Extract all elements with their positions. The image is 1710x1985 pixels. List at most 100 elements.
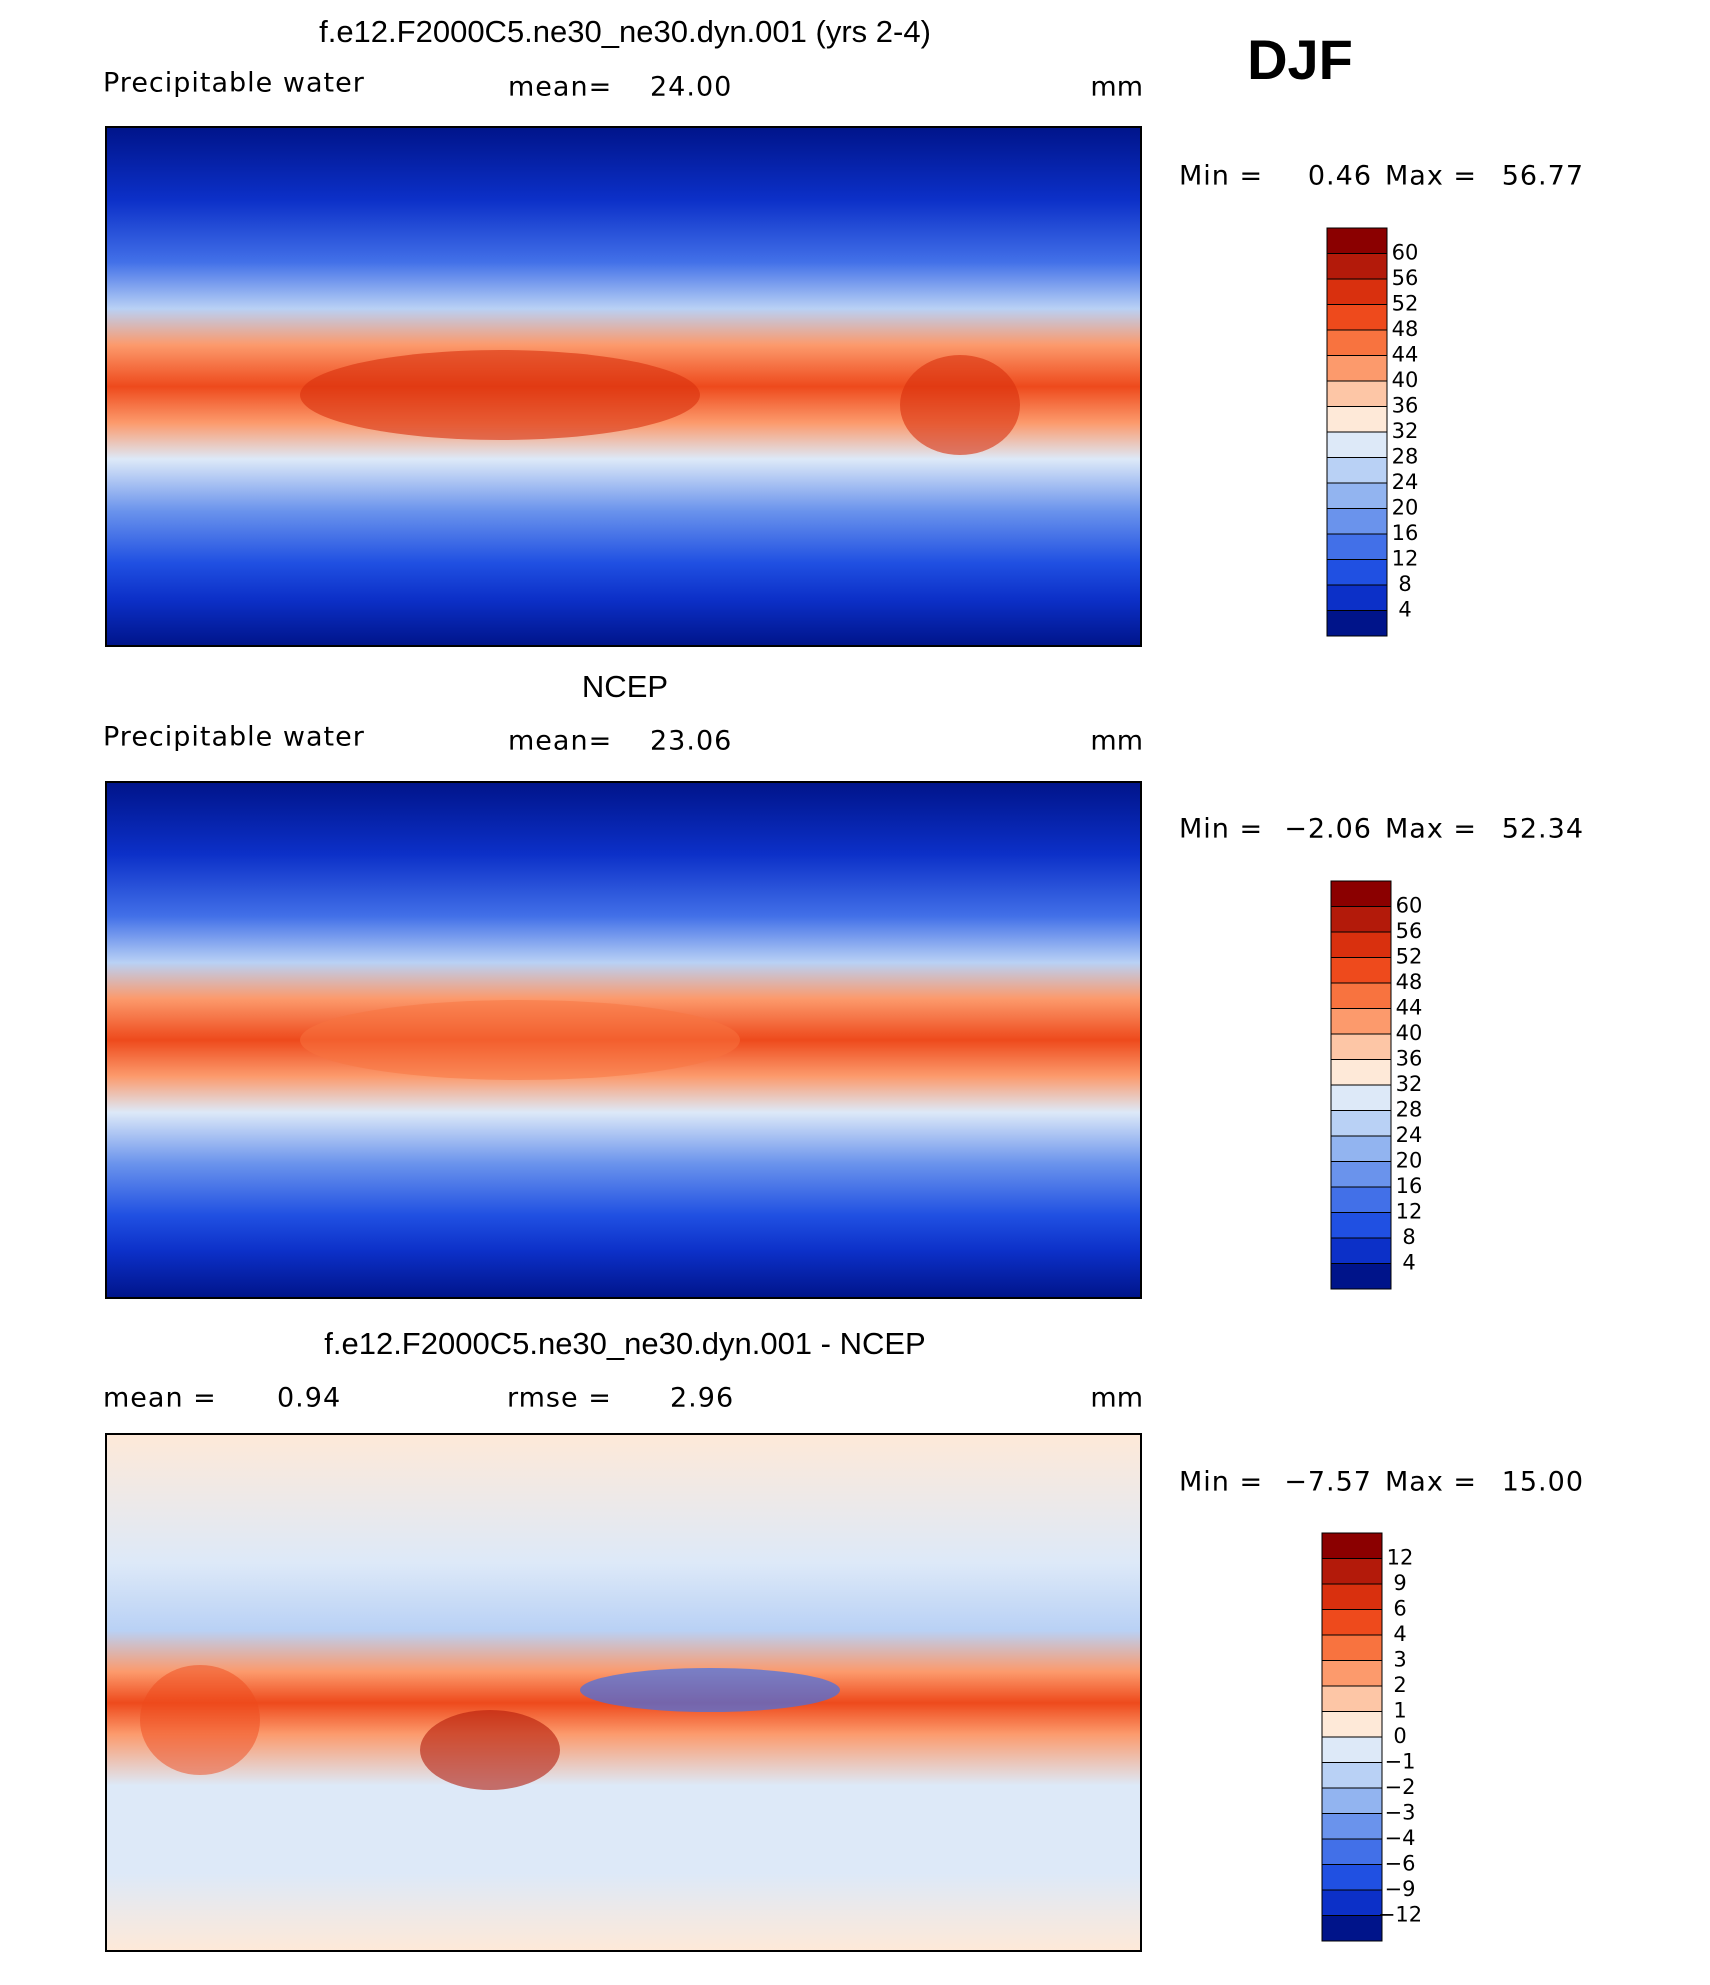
colorbar-box	[1321, 1660, 1383, 1687]
colorbar-label: 28	[1396, 1098, 1423, 1122]
panel-title: NCEP	[582, 669, 668, 704]
colorbar-box	[1330, 1161, 1392, 1188]
stat-label: mean=	[508, 72, 612, 103]
colorbar-label: 40	[1396, 1021, 1423, 1045]
colorbar-label: 20	[1396, 1149, 1423, 1173]
stat-label: mean =	[103, 1383, 217, 1414]
colorbar-label: 60	[1396, 894, 1423, 918]
colorbar-box	[1330, 906, 1392, 933]
map-2	[105, 781, 1142, 1299]
units: mm	[1090, 72, 1143, 103]
colorbar-label: −2	[1385, 1775, 1416, 1799]
colorbar-box	[1321, 1762, 1383, 1789]
colorbar-box	[1330, 957, 1392, 984]
colorbar-box	[1326, 457, 1388, 484]
colorbar-box	[1326, 533, 1388, 560]
stat-label: mean=	[508, 726, 612, 757]
colorbar-label: 32	[1396, 1072, 1423, 1096]
season: DJF	[1247, 28, 1353, 91]
colorbar-label: 24	[1396, 1123, 1423, 1147]
colorbar-box	[1330, 880, 1392, 907]
colorbar-label: 4	[1398, 598, 1411, 622]
colorbar-box	[1321, 1532, 1383, 1559]
colorbar-label: 48	[1396, 970, 1423, 994]
colorbar-label: 60	[1392, 241, 1419, 265]
panel-title: f.e12.F2000C5.ne30_ne30.dyn.001 - NCEP	[324, 1326, 925, 1361]
colorbar-label: 8	[1398, 572, 1411, 596]
stat-label: rmse =	[507, 1383, 612, 1414]
colorbar-box	[1330, 1008, 1392, 1035]
min-value: −2.06	[1284, 814, 1372, 845]
colorbar-label: 4	[1393, 1622, 1406, 1646]
colorbar-box	[1321, 1915, 1383, 1942]
min-value: 0.46	[1308, 161, 1372, 192]
colorbar-box	[1326, 380, 1388, 407]
max-value: 56.77	[1502, 161, 1584, 192]
colorbar-box	[1321, 1583, 1383, 1610]
stat-value: 2.96	[670, 1383, 734, 1414]
stat-value: 23.06	[650, 726, 732, 757]
colorbar-box	[1321, 1787, 1383, 1814]
colorbar-box	[1330, 1033, 1392, 1060]
colorbar-box	[1321, 1889, 1383, 1916]
colorbar-box	[1330, 1084, 1392, 1111]
colorbar-box	[1330, 1110, 1392, 1137]
colorbar-box	[1326, 508, 1388, 535]
colorbar-label: 52	[1396, 945, 1423, 969]
colorbar-label: −9	[1385, 1877, 1416, 1901]
stat-value: 0.94	[277, 1383, 341, 1414]
colorbar-label: 4	[1402, 1251, 1415, 1275]
colorbar-label: 20	[1392, 496, 1419, 520]
colorbar-label: −3	[1385, 1801, 1416, 1825]
colorbar-label: −4	[1385, 1826, 1416, 1850]
min-label: Min =	[1179, 161, 1263, 192]
colorbar-box	[1321, 1685, 1383, 1712]
colorbar-box	[1326, 278, 1388, 305]
colorbar-label: 6	[1393, 1597, 1406, 1621]
variable-label: Precipitable water	[103, 68, 365, 99]
colorbar-label: −1	[1385, 1750, 1416, 1774]
colorbar-box	[1321, 1864, 1383, 1891]
colorbar-label: 12	[1396, 1200, 1423, 1224]
colorbar-label: 12	[1392, 547, 1419, 571]
colorbar-label: 12	[1387, 1546, 1414, 1570]
colorbar-box	[1330, 931, 1392, 958]
colorbar-label: 8	[1402, 1225, 1415, 1249]
colorbar-box	[1326, 559, 1388, 586]
max-value: 52.34	[1502, 814, 1584, 845]
map-1	[105, 126, 1142, 647]
stat-value: 24.00	[650, 72, 732, 103]
colorbar-label: 28	[1392, 445, 1419, 469]
colorbar-box	[1326, 253, 1388, 280]
colorbar-box	[1326, 584, 1388, 611]
colorbar-label: 44	[1396, 996, 1423, 1020]
colorbar-label: 3	[1393, 1648, 1406, 1672]
panel-title: f.e12.F2000C5.ne30_ne30.dyn.001 (yrs 2-4…	[319, 14, 931, 49]
colorbar-box	[1321, 1634, 1383, 1661]
colorbar-box	[1326, 482, 1388, 509]
colorbar-box	[1330, 1135, 1392, 1162]
min-label: Min =	[1179, 814, 1263, 845]
colorbar-label: 0	[1393, 1724, 1406, 1748]
colorbar-label: −12	[1378, 1903, 1422, 1927]
colorbar-box	[1330, 1059, 1392, 1086]
colorbar-label: 24	[1392, 470, 1419, 494]
colorbar-label: 36	[1396, 1047, 1423, 1071]
map-3	[105, 1433, 1142, 1952]
colorbar-box	[1326, 431, 1388, 458]
colorbar-label: −6	[1385, 1852, 1416, 1876]
colorbar-box	[1326, 227, 1388, 254]
colorbar-box	[1326, 355, 1388, 382]
colorbar-box	[1321, 1838, 1383, 1865]
colorbar-label: 16	[1396, 1174, 1423, 1198]
colorbar-label: 32	[1392, 419, 1419, 443]
colorbar-box	[1326, 304, 1388, 331]
colorbar-box	[1330, 1186, 1392, 1213]
colorbar-box	[1321, 1813, 1383, 1840]
units: mm	[1090, 1383, 1143, 1414]
colorbar-box	[1326, 406, 1388, 433]
colorbar-label: 56	[1392, 266, 1419, 290]
colorbar-label: 48	[1392, 317, 1419, 341]
colorbar-box	[1321, 1736, 1383, 1763]
